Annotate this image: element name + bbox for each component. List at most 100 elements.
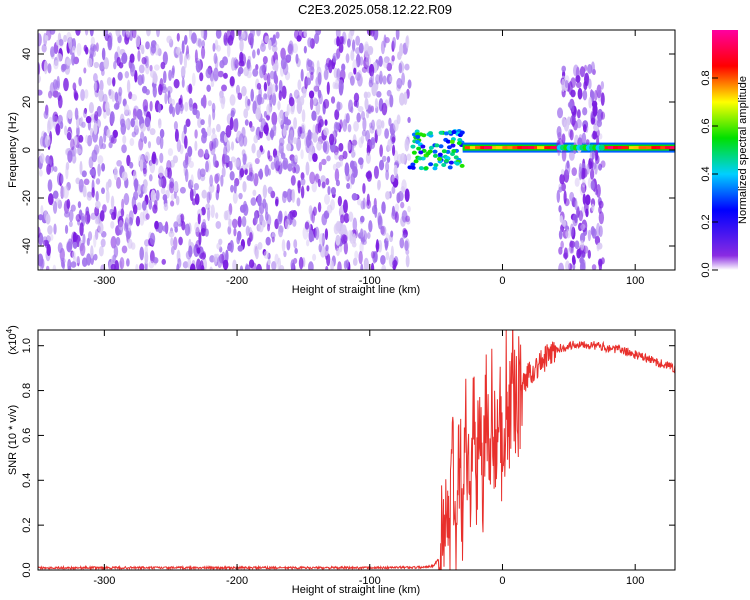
spectrogram-cell [335,30,341,39]
spectrogram-cell [251,143,256,154]
spectrogram-cell [342,119,348,132]
spectrogram-cell [98,246,104,257]
spectrogram-cell [330,260,334,270]
spectrogram-cell [167,148,174,157]
spectrogram-cell [89,30,94,37]
spectrogram-cell [338,154,344,162]
spectrogram-cell [324,228,329,241]
spectrogram-cell [311,210,316,224]
spectrogram-y-ticks: -40 -20 0 20 40 [21,48,675,254]
spectrogram-cell [87,231,93,241]
spectrogram-cell [94,228,99,240]
spectrogram-cell [71,250,76,259]
spectrogram-cell [281,85,287,100]
spectrogram-cell [54,59,59,67]
spectrogram-cell [312,132,318,143]
spectrogram-cell [107,36,113,51]
spectrogram-cell [168,181,175,194]
spectrogram-cell [90,50,96,58]
spectrogram-cell [577,222,583,232]
spectrogram-cell [254,157,260,165]
spectrogram-cell [262,219,266,228]
spectrogram-cell [582,107,588,116]
spectrogram-cell [85,134,89,144]
spectrogram-cell [239,38,244,52]
spectrogram-cell [46,163,52,175]
spectrogram-cell [150,44,157,54]
spectrogram-cell [449,139,455,144]
spectrogram-cell [49,30,56,35]
spectrogram-cell [208,114,212,128]
spectrogram-cell [544,146,556,150]
spectrogram-cell [73,136,78,146]
spectrogram-cell [98,135,104,150]
spectrogram-cell [226,43,231,58]
spectrogram-cell [563,247,568,260]
spectrogram-cell [176,263,180,270]
spectrogram-cell [183,34,188,45]
spectrogram-cell [145,213,150,220]
spectrogram-cell [56,75,60,89]
spectrogram-cell [638,146,649,150]
spectrogram-cell [119,257,125,270]
spectrogram-cell [334,168,340,183]
spectrogram-cell [134,118,139,130]
spectrogram-cell [166,35,173,44]
spectrogram-cell [256,82,262,90]
spectrogram-cell [207,100,212,107]
spectrogram-cell [595,222,601,237]
spectrogram-cell [53,60,59,70]
spectrogram-cell [239,265,244,270]
spectrogram-cell [126,258,130,267]
spectrogram-cell [200,264,205,270]
spectrogram-cell [353,67,357,75]
spectrogram-cell [332,55,336,63]
spectrogram-cell [38,169,43,177]
spectrogram-cell [194,140,198,152]
spectrogram-cell [563,190,567,205]
spectrogram-cell [438,144,444,149]
spectrogram-cell [64,224,69,235]
spectrogram-cell [399,237,405,249]
spectrogram-cell [456,141,462,146]
spectrogram-cell [379,144,383,157]
spectrogram-cell [102,204,107,213]
spectrogram-cell [195,226,200,238]
spectrogram-cell [250,88,255,102]
spectrogram-cell [407,205,411,213]
spectrogram-cell [571,244,575,254]
spectrogram-cell [423,166,429,171]
spectrogram-cell [271,236,275,243]
spectrogram-cell [451,149,457,154]
spectrogram-cell [195,109,200,119]
spectrogram-cell [572,64,579,77]
spectrogram-cell [403,91,408,105]
spectrogram-cell [106,128,111,139]
spectrogram-cell [269,70,275,80]
spectrogram-cell [47,116,54,130]
spectrogram-cell [278,225,284,233]
spectrogram-cell [582,193,586,205]
spectrogram-cell [120,208,125,218]
spectrogram-cell [360,228,364,242]
spectrogram-cell [174,226,178,233]
spectrogram-cell [410,165,416,170]
spectrogram-cell [391,55,395,62]
spectrogram-cell [521,146,530,150]
spectrogram-cell [560,168,565,176]
spectrogram-cell [389,75,393,83]
spectrogram-cell [205,160,209,173]
spectrogram-cell [246,161,253,169]
spectrogram-cell [118,86,123,97]
spectrogram-cell [512,146,521,150]
spectrogram-cell [561,219,567,227]
spectrogram-cell [308,205,313,216]
spectrogram-cell [596,119,602,128]
spectrogram-cell [561,147,567,162]
spectrogram-cell [242,153,247,166]
spectrogram-cell [114,260,120,270]
spectrogram-cell [377,239,383,253]
spectrogram-cell [90,245,94,259]
spectrogram-cell [215,212,219,219]
spectrogram-cell [381,102,388,116]
